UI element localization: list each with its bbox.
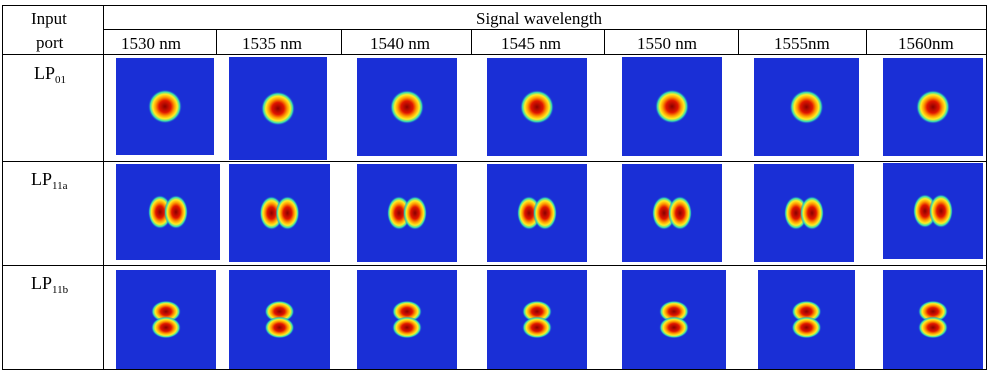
lp11b-lobe xyxy=(522,316,552,339)
lp11b-lobe xyxy=(264,316,295,339)
lp11a-lobe xyxy=(668,196,692,230)
mode-field-svg xyxy=(116,58,214,155)
lp11b-lobe xyxy=(151,300,181,323)
lp01-lobe xyxy=(148,89,182,124)
lp11a-lobe xyxy=(929,194,953,228)
lp11b-lobe xyxy=(918,300,948,323)
row-label-lp11b: LP11b xyxy=(31,273,69,296)
mode-image-lp11b-1535 xyxy=(229,270,330,369)
row-label-lp11a: LP11a xyxy=(31,169,68,192)
mode-field-svg xyxy=(357,270,457,369)
lp11b-lobe xyxy=(791,316,822,339)
table-border-top xyxy=(2,5,987,6)
row-divider-2 xyxy=(2,265,987,266)
table-border-left xyxy=(2,5,3,370)
lp01-lobe xyxy=(390,90,424,124)
lp11a-lobe xyxy=(800,196,824,230)
wavelength-1560: 1560nm xyxy=(898,34,954,53)
header-signal-wavelength: Signal wavelength xyxy=(476,9,603,28)
row-divider-1 xyxy=(2,161,987,162)
col-divider-2 xyxy=(216,30,217,55)
lp11a-lobe xyxy=(533,196,557,230)
mode-image-lp11a-1560 xyxy=(883,163,983,259)
mode-field-svg xyxy=(116,164,220,260)
mode-image-lp11a-1535 xyxy=(229,164,330,262)
col-divider-6 xyxy=(738,30,739,55)
mode-image-lp11a-1555 xyxy=(754,164,854,262)
mode-image-lp01-1545 xyxy=(487,58,587,156)
lp11a-lobe xyxy=(275,196,300,230)
mode-image-lp11a-1540 xyxy=(357,164,457,262)
mode-field-svg xyxy=(487,164,587,262)
col-divider-3 xyxy=(341,30,342,55)
wavelength-1540: 1540 nm xyxy=(370,34,430,53)
mode-image-lp01-1530 xyxy=(116,58,214,155)
mode-field-svg xyxy=(229,57,327,160)
lp01-lobe xyxy=(916,90,950,124)
mode-image-lp11b-1555 xyxy=(758,270,855,369)
mode-image-lp01-1555 xyxy=(754,58,859,156)
mode-field-svg xyxy=(883,58,983,156)
mode-image-lp11b-1540 xyxy=(357,270,457,369)
mode-image-lp11b-1560 xyxy=(883,270,983,369)
wavelength-1530: 1530 nm xyxy=(121,34,181,53)
lp11b-lobe xyxy=(151,316,181,339)
mode-field-svg xyxy=(883,270,983,369)
col-divider-port xyxy=(103,5,104,370)
mode-field-svg xyxy=(357,164,457,262)
mode-field-svg xyxy=(622,57,722,156)
mode-image-lp11b-1545 xyxy=(487,270,587,369)
mode-field-svg xyxy=(758,270,855,369)
col-divider-4 xyxy=(471,30,472,55)
mode-field-svg xyxy=(883,163,983,259)
table-border-right xyxy=(986,5,987,370)
lp01-lobe xyxy=(789,90,824,124)
mode-field-svg xyxy=(622,164,722,262)
mode-image-lp11a-1530 xyxy=(116,164,220,260)
mode-image-lp01-1540 xyxy=(357,58,457,156)
mode-field-svg xyxy=(487,58,587,156)
mode-image-lp11a-1545 xyxy=(487,164,587,262)
lp01-lobe xyxy=(655,89,689,124)
row-label-lp01: LP01 xyxy=(34,63,67,86)
header-input-label: Input xyxy=(31,9,67,28)
lp11b-lobe xyxy=(659,316,689,339)
lp11b-lobe xyxy=(918,316,948,339)
col-divider-7 xyxy=(866,30,867,55)
lp11b-lobe xyxy=(264,300,295,323)
header-divider-bottom xyxy=(2,54,987,55)
mode-image-lp11a-1550 xyxy=(622,164,722,262)
mode-field-svg xyxy=(357,58,457,156)
wavelength-1535: 1535 nm xyxy=(242,34,302,53)
col-divider-5 xyxy=(604,30,605,55)
lp11b-lobe xyxy=(392,316,422,339)
lp11b-lobe xyxy=(791,300,822,323)
wavelength-1550: 1550 nm xyxy=(637,34,697,53)
mode-field-svg xyxy=(754,58,859,156)
mode-image-lp01-1535 xyxy=(229,57,327,160)
wavelength-1555: 1555nm xyxy=(774,34,830,53)
mode-field-svg xyxy=(229,164,330,262)
lp11b-lobe xyxy=(659,300,689,323)
header-divider-signal xyxy=(103,29,987,30)
table-border-bottom xyxy=(2,369,987,370)
mode-field-svg xyxy=(116,270,216,369)
mode-field-svg xyxy=(754,164,854,262)
wavelength-1545: 1545 nm xyxy=(501,34,561,53)
mode-field-svg xyxy=(487,270,587,369)
mode-field-svg xyxy=(229,270,330,369)
mode-image-lp11b-1550 xyxy=(622,270,726,369)
lp01-lobe xyxy=(520,90,554,124)
mode-image-lp01-1550 xyxy=(622,57,722,156)
mode-image-lp01-1560 xyxy=(883,58,983,156)
lp11a-lobe xyxy=(164,195,188,229)
lp11b-lobe xyxy=(392,300,422,323)
lp01-lobe xyxy=(261,91,295,126)
header-port-label: port xyxy=(36,33,64,52)
lp11a-lobe xyxy=(403,196,427,230)
mode-field-svg xyxy=(622,270,726,369)
lp11b-lobe xyxy=(522,300,552,323)
mode-image-lp11b-1530 xyxy=(116,270,216,369)
